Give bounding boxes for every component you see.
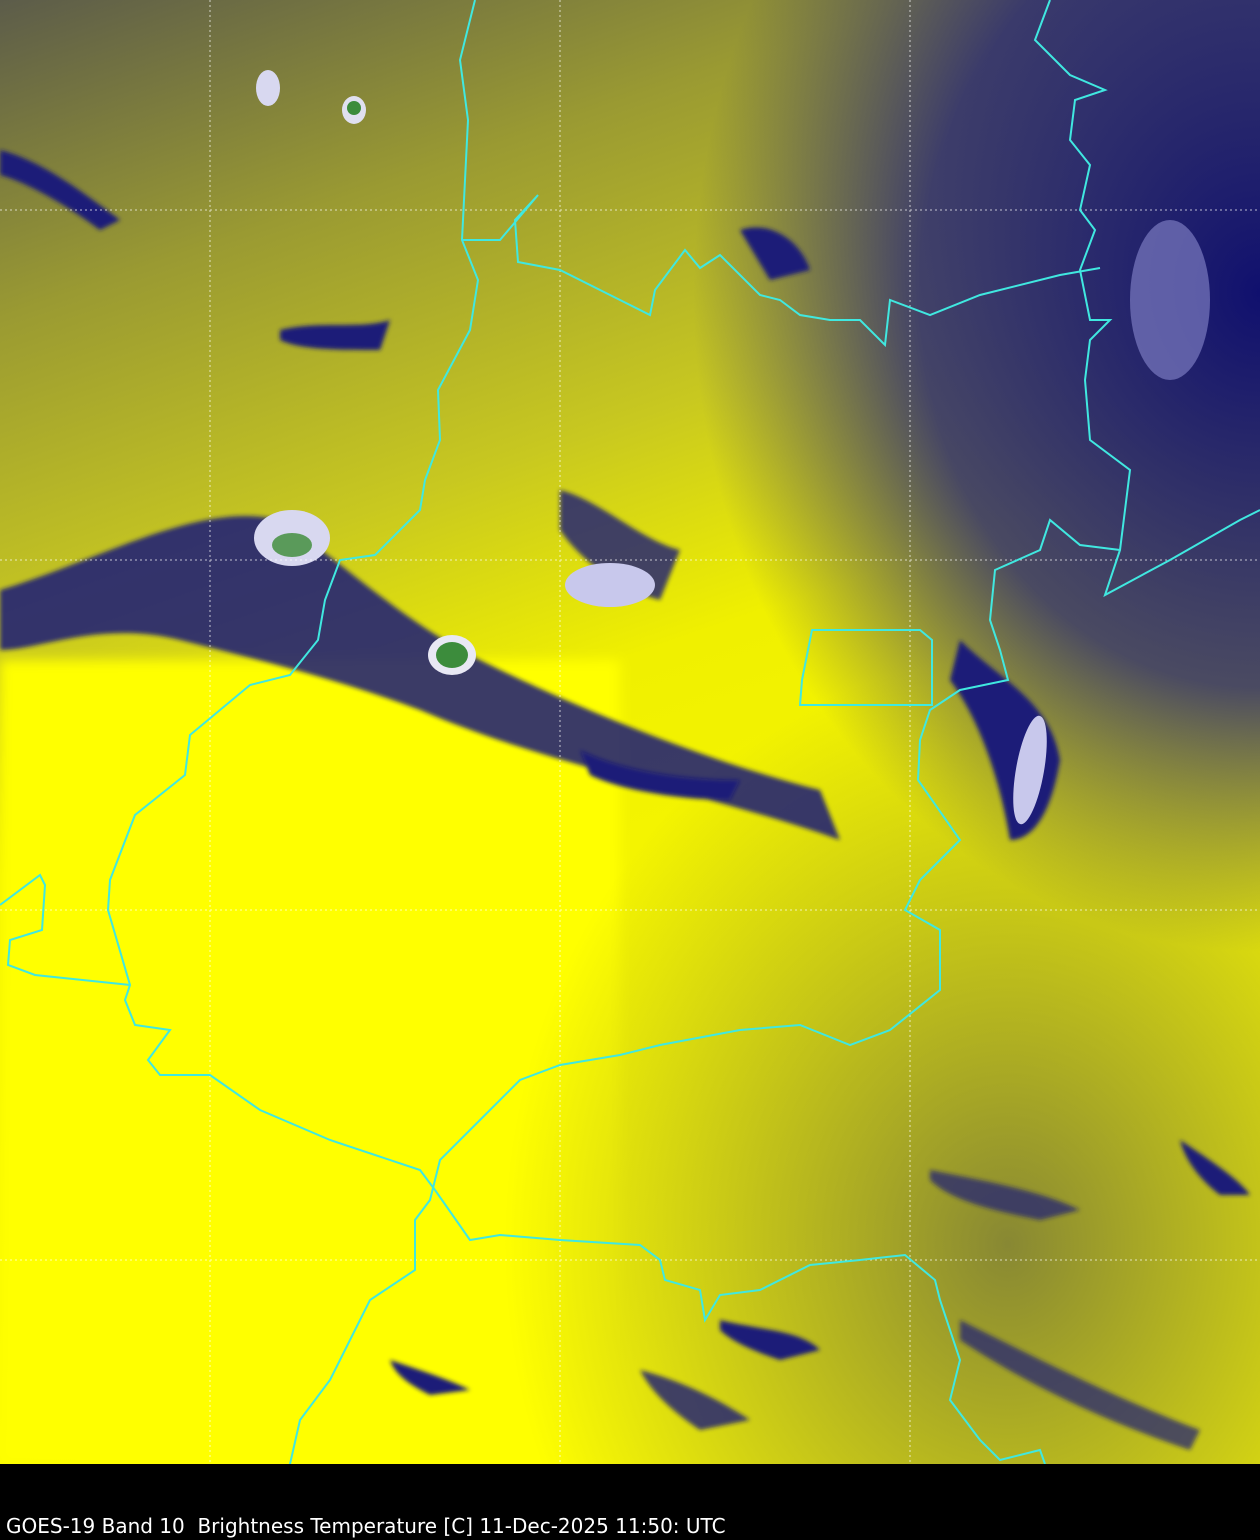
satellite-map [0, 0, 1260, 1464]
cold-cloud-tops [254, 70, 1210, 825]
lat-lon-grid [0, 0, 1260, 1464]
political-borders [0, 0, 1260, 1464]
image-caption: GOES-19 Band 10 Brightness Temperature [… [6, 1514, 726, 1538]
